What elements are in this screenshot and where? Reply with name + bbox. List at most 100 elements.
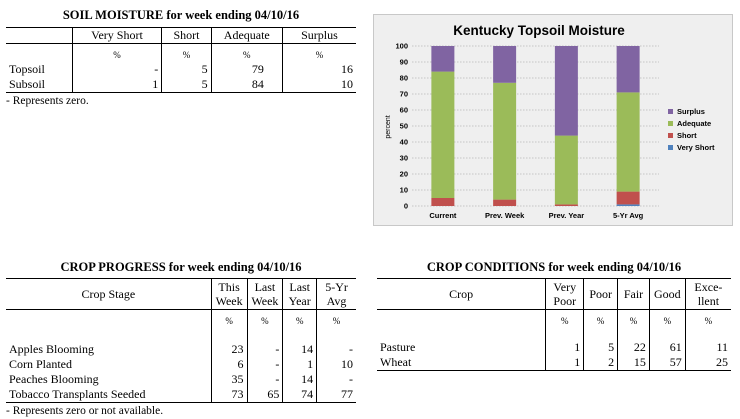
legend-swatch xyxy=(668,121,673,126)
progress-cell: 74 xyxy=(282,387,317,403)
conditions-units-row: % % % % % xyxy=(377,309,731,328)
conditions-cell: 22 xyxy=(617,340,650,355)
header-line: Week xyxy=(251,294,279,308)
conditions-header-poor: Poor xyxy=(583,278,618,310)
table-row: Wheat 1 2 15 57 25 xyxy=(377,355,731,371)
progress-cell: - xyxy=(316,342,356,357)
legend-label: Adequate xyxy=(677,119,711,128)
bar-segment xyxy=(431,46,455,72)
soil-header-short: Short xyxy=(161,27,212,44)
soil-cell: 5 xyxy=(161,62,212,77)
crop-conditions-table: Crop Very Poor Poor Fair Good Exce- llen… xyxy=(377,278,731,371)
legend-swatch xyxy=(668,109,673,114)
y-tick-label: 90 xyxy=(400,58,408,67)
spacer-cell xyxy=(282,328,317,342)
progress-cell: - xyxy=(316,372,356,387)
progress-cell: 14 xyxy=(282,342,317,357)
conditions-cell: 15 xyxy=(617,355,650,371)
progress-cell: 65 xyxy=(246,387,283,403)
chart-y-axis-label: percent xyxy=(385,115,392,138)
conditions-unit: % xyxy=(583,309,618,328)
conditions-cell: 61 xyxy=(648,340,686,355)
progress-header-5yr-avg: 5-Yr Avg xyxy=(316,278,356,310)
table-row: Subsoil 1 5 84 10 xyxy=(6,77,356,93)
progress-header-row: Crop Stage This Week Last Week Last Year… xyxy=(6,278,356,310)
bar-segment xyxy=(493,46,517,83)
conditions-header-very-poor: Very Poor xyxy=(545,278,584,310)
conditions-cell: 11 xyxy=(684,340,731,355)
conditions-unit: % xyxy=(617,309,650,328)
soil-cell: 84 xyxy=(210,77,283,93)
spacer-cell xyxy=(583,328,618,340)
bar-segment xyxy=(554,46,578,136)
table-row: Topsoil - 5 79 16 xyxy=(6,62,356,77)
conditions-cell: 25 xyxy=(684,355,731,371)
legend-label: Short xyxy=(677,131,697,140)
soil-footnote: - Represents zero. xyxy=(6,95,89,107)
spacer-cell xyxy=(6,328,211,342)
progress-cell: 6 xyxy=(210,357,247,372)
conditions-header-good: Good xyxy=(648,278,686,310)
soil-cell: 1 xyxy=(71,77,162,93)
progress-cell: 14 xyxy=(282,372,317,387)
soil-row-label: Topsoil xyxy=(9,62,45,76)
chart-title: Kentucky Topsoil Moisture xyxy=(453,23,625,38)
conditions-header-fair: Fair xyxy=(617,278,650,310)
conditions-header-row: Crop Very Poor Poor Fair Good Exce- llen… xyxy=(377,278,731,310)
progress-cell: 1 xyxy=(282,357,317,372)
table-row: Peaches Blooming 35 - 14 - xyxy=(6,372,356,387)
soil-units-row: % % % % xyxy=(6,43,356,62)
progress-spacer-row xyxy=(6,328,356,342)
chart-grid xyxy=(412,45,659,207)
header-line: llent xyxy=(697,294,720,308)
conditions-spacer-row xyxy=(377,328,731,340)
header-line: Avg xyxy=(326,294,347,308)
y-tick-label: 70 xyxy=(400,90,408,99)
soil-row-label: Subsoil xyxy=(9,77,46,91)
soil-moisture-title: SOIL MOISTURE for week ending 04/10/16 xyxy=(62,8,300,22)
progress-row-label: Apples Blooming xyxy=(9,342,95,356)
progress-units-row: % % % % xyxy=(6,309,356,328)
soil-header-row: Very Short Short Adequate Surplus xyxy=(6,27,356,44)
y-tick-label: 80 xyxy=(400,74,408,83)
soil-unit: % xyxy=(161,43,212,62)
header-line: Last xyxy=(289,280,311,294)
conditions-unit: % xyxy=(648,309,686,328)
conditions-row-label: Wheat xyxy=(380,355,412,369)
header-line: Exce- xyxy=(694,280,723,294)
progress-header-last-year: Last Year xyxy=(282,278,317,310)
spacer-cell xyxy=(316,328,356,342)
soil-cell: 16 xyxy=(281,62,356,77)
conditions-cell: 1 xyxy=(545,355,584,371)
header-line: Week xyxy=(215,294,243,308)
soil-moisture-table: Very Short Short Adequate Surplus % % % … xyxy=(6,27,356,93)
crop-progress-table: Crop Stage This Week Last Week Last Year… xyxy=(6,278,356,403)
spacer-cell xyxy=(377,328,546,340)
progress-cell: 77 xyxy=(316,387,356,403)
chart-bars xyxy=(431,46,640,206)
table-row: Tobacco Transplants Seeded 73 65 74 77 xyxy=(6,387,356,403)
y-tick-label: 100 xyxy=(395,42,408,51)
header-line: This xyxy=(218,280,240,294)
spacer-cell xyxy=(684,328,731,340)
conditions-header-excellent: Exce- llent xyxy=(684,278,731,310)
chart-svg: Kentucky Topsoil Moisture percent 0 10 20 3… xyxy=(385,23,715,220)
y-tick-label: 0 xyxy=(404,202,408,211)
soil-unit: % xyxy=(281,43,356,62)
soil-unit: % xyxy=(210,43,283,62)
chart-y-ticks: 0 10 20 30 40 50 60 70 80 90 100 xyxy=(395,42,408,211)
bar-segment xyxy=(616,204,640,206)
table-row: Pasture 1 5 22 61 11 xyxy=(377,340,731,355)
y-tick-label: 20 xyxy=(400,170,408,179)
y-tick-label: 10 xyxy=(400,186,408,195)
soil-cell: - xyxy=(71,62,162,77)
bar-segment xyxy=(616,46,640,93)
spacer-cell xyxy=(210,328,247,342)
y-tick-label: 30 xyxy=(400,154,408,163)
crop-conditions-title: CROP CONDITIONS for week ending 04/10/16 xyxy=(426,260,682,274)
bar-segment xyxy=(554,135,578,205)
progress-cell: 73 xyxy=(210,387,247,403)
conditions-row-label: Pasture xyxy=(380,340,416,354)
conditions-unit: % xyxy=(684,309,731,328)
progress-cell: - xyxy=(246,357,283,372)
